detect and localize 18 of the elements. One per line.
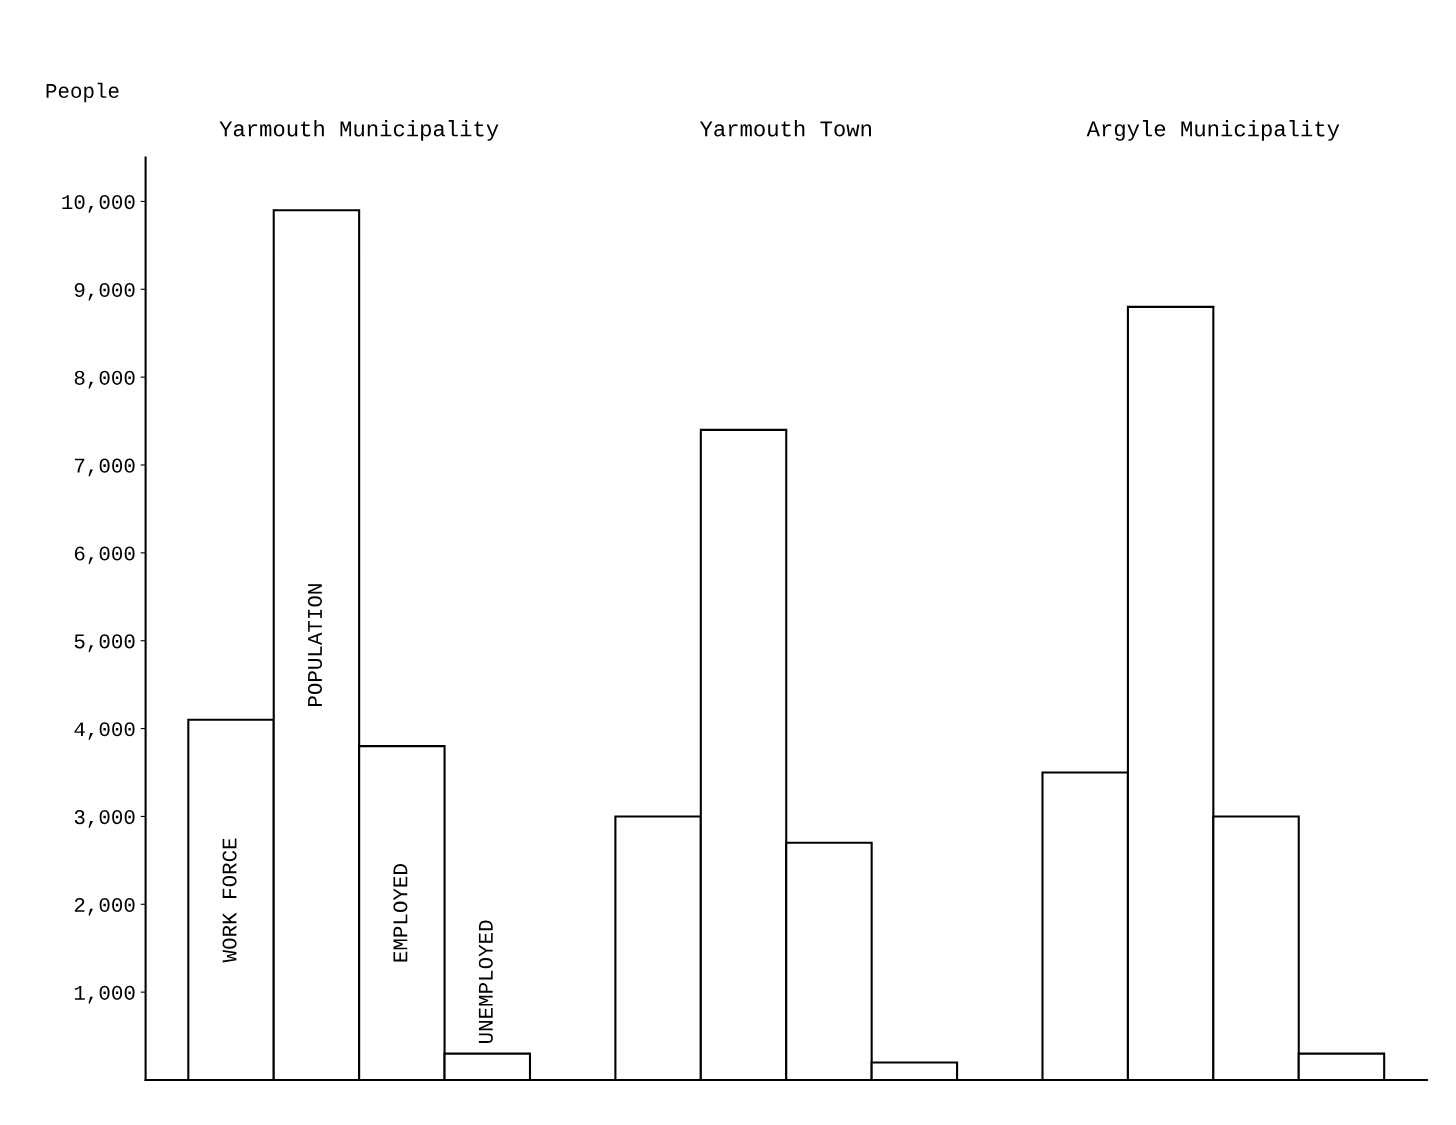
x-tick-label: Argyle Municipality [1086, 120, 1340, 141]
x-tick-label: Yarmouth Municipality [219, 120, 499, 141]
y-tick-label: 2,000 [74, 897, 135, 916]
series-label: POPULATION [307, 584, 323, 706]
y-tick-label: 3,000 [74, 810, 135, 828]
y-tick-label: 1,000 [74, 985, 135, 1004]
y-tick-label: 7,000 [74, 458, 135, 477]
text: UNEMPLOYED [478, 920, 493, 1043]
y-tick-label: 5,000 [74, 634, 135, 652]
series-label: WORK FORCE [222, 838, 237, 963]
y-tick-label: 4,000 [74, 722, 135, 740]
x-tick-label: Yarmouth Town [699, 120, 871, 137]
y-tick-label: 8,000 [74, 370, 135, 389]
y-axis-title: People [46, 82, 119, 103]
y-tick-label: 10,000 [62, 195, 135, 213]
y-tick-label: 6,000 [74, 546, 135, 565]
series-label: EMPLOYED [393, 864, 408, 962]
y-tick-label: 9,000 [74, 282, 135, 301]
